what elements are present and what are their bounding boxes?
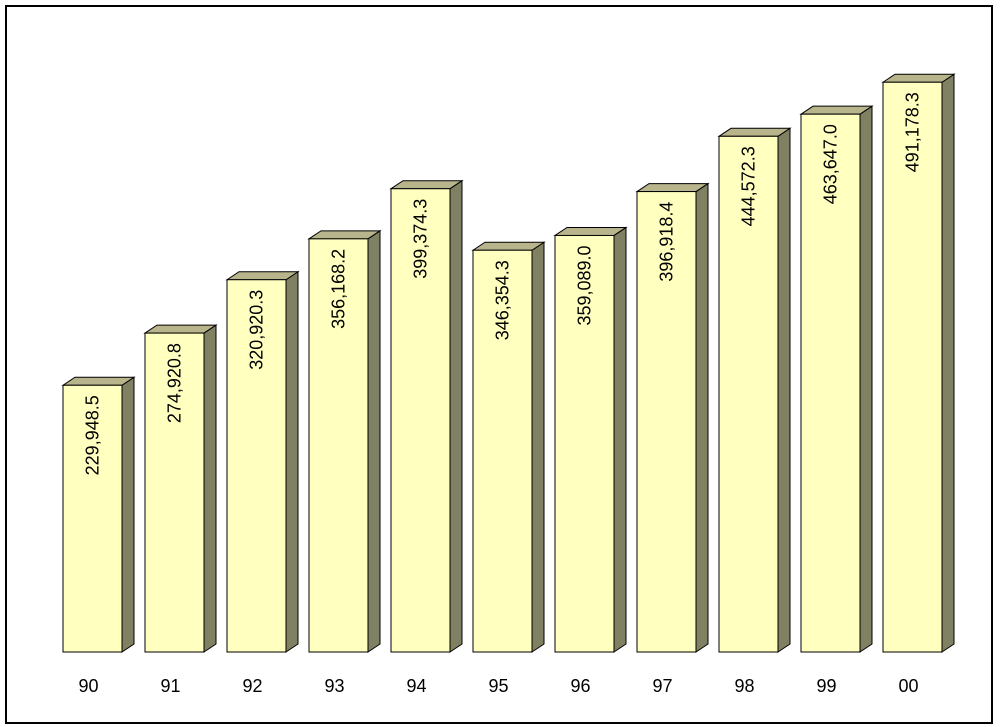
x-tick-label: 90 [78, 676, 98, 696]
bar-side-face [121, 376, 135, 653]
bar-side-face [285, 270, 299, 653]
bar-93: 356,168.2 [307, 229, 382, 653]
bar-top-face [717, 127, 792, 137]
bar-94: 399,374.3 [389, 179, 464, 653]
bar-front-face [554, 234, 615, 653]
data-label: 396,918.4 [657, 202, 677, 282]
bar-side-face [367, 229, 381, 653]
bar-96: 359,089.0 [553, 226, 628, 653]
bar-top-face [389, 180, 464, 190]
bar-side-face [449, 179, 463, 653]
bar-side-face [531, 241, 545, 653]
bar-top-face [225, 271, 300, 281]
x-tick-label: 94 [406, 676, 426, 696]
bar-side-face [203, 324, 217, 653]
x-tick-label: 99 [816, 676, 836, 696]
x-tick-label: 97 [652, 676, 672, 696]
data-label: 359,089.0 [575, 245, 595, 325]
x-tick-label: 00 [898, 676, 918, 696]
bar-91: 274,920.8 [143, 324, 218, 653]
bar-99: 463,647.0 [799, 105, 874, 653]
x-tick-label: 93 [324, 676, 344, 696]
bar-top-face [61, 376, 136, 386]
bar-top-face [471, 241, 546, 251]
bar-98: 444,572.3 [717, 127, 792, 653]
bar-front-face [636, 191, 697, 653]
data-label: 399,374.3 [411, 199, 431, 279]
bar-front-face [390, 188, 451, 653]
data-label: 444,572.3 [739, 146, 759, 226]
bar-front-face [62, 384, 123, 653]
bar-front-face [882, 81, 943, 653]
bar-top-face [553, 226, 628, 236]
x-tick-label: 96 [570, 676, 590, 696]
data-label: 320,920.3 [247, 290, 267, 370]
x-tick-label: 92 [242, 676, 262, 696]
bar-side-face [941, 73, 955, 653]
bar-95: 346,354.3 [471, 241, 546, 653]
data-label: 346,354.3 [493, 260, 513, 340]
bar-front-face [718, 135, 779, 653]
data-label: 229,948.5 [83, 395, 103, 475]
bar-side-face [777, 127, 791, 653]
bar-top-face [635, 183, 710, 193]
bar-front-face [472, 249, 533, 653]
bar-front-face [144, 332, 205, 653]
bar-top-face [143, 324, 218, 334]
data-label: 463,647.0 [821, 124, 841, 204]
bar-97: 396,918.4 [635, 182, 710, 653]
bar-front-face [226, 279, 287, 653]
x-tick-label: 91 [160, 676, 180, 696]
bar-chart: 229,948.5 90 274,920.8 91 320,920.3 92 356,168… [61, 73, 956, 696]
x-tick-label: 98 [734, 676, 754, 696]
bar-90: 229,948.5 [61, 376, 136, 653]
data-label: 356,168.2 [329, 249, 349, 329]
bar-front-face [308, 238, 369, 653]
bar-top-face [307, 230, 382, 240]
bar-top-face [881, 73, 956, 83]
bar-00: 491,178.3 [881, 73, 956, 653]
bar-front-face [800, 113, 861, 653]
bar-side-face [613, 226, 627, 653]
chart-frame: 229,948.5 90 274,920.8 91 320,920.3 92 356,168… [5, 5, 993, 724]
x-tick-label: 95 [488, 676, 508, 696]
bar-side-face [859, 105, 873, 653]
data-label: 274,920.8 [165, 343, 185, 423]
data-label: 491,178.3 [903, 92, 923, 172]
bar-top-face [799, 105, 874, 115]
bar-92: 320,920.3 [225, 270, 300, 653]
bar-side-face [695, 182, 709, 653]
